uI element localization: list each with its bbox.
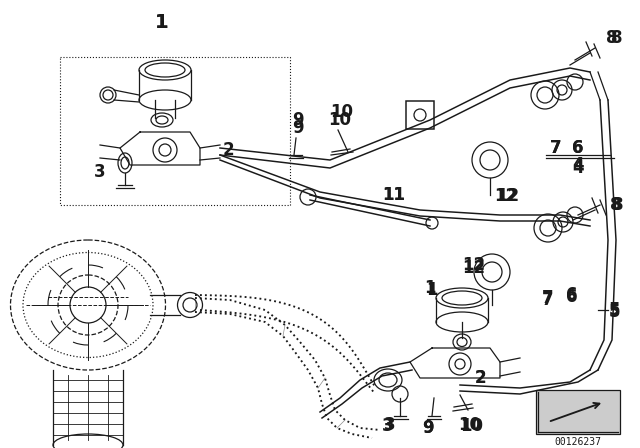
Text: 9: 9 <box>422 419 434 437</box>
Text: 6: 6 <box>566 286 578 304</box>
Text: 2: 2 <box>474 369 486 387</box>
Text: 2: 2 <box>474 369 486 387</box>
Text: 5: 5 <box>609 301 621 319</box>
Text: 9: 9 <box>422 419 434 437</box>
Text: 10: 10 <box>458 416 481 434</box>
Text: 11: 11 <box>383 186 406 204</box>
Text: 1: 1 <box>424 279 436 297</box>
Text: 8: 8 <box>611 196 621 214</box>
Bar <box>536 390 620 434</box>
Text: 5: 5 <box>609 303 621 321</box>
Text: 00126237: 00126237 <box>554 437 602 447</box>
Text: 6: 6 <box>572 139 584 157</box>
Text: 10: 10 <box>461 417 483 435</box>
Text: 12: 12 <box>463 256 486 274</box>
Text: 4: 4 <box>572 156 584 174</box>
Text: 8: 8 <box>606 29 618 47</box>
Text: 3: 3 <box>382 417 394 435</box>
Text: 7: 7 <box>542 289 554 307</box>
Text: 9: 9 <box>292 119 304 137</box>
Text: 7: 7 <box>550 139 562 157</box>
Text: 1: 1 <box>155 13 169 31</box>
Text: 1: 1 <box>426 281 438 299</box>
Text: 3: 3 <box>94 163 106 181</box>
Text: 11: 11 <box>383 186 406 204</box>
Text: 8: 8 <box>611 29 623 47</box>
Text: 6: 6 <box>566 288 578 306</box>
Text: 12: 12 <box>495 187 518 205</box>
Text: 12: 12 <box>463 259 486 277</box>
Text: 2: 2 <box>222 141 234 159</box>
Text: 7: 7 <box>550 139 562 157</box>
Text: 9: 9 <box>292 111 304 129</box>
Text: 6: 6 <box>572 139 584 157</box>
Text: 12: 12 <box>497 187 520 205</box>
Text: 10: 10 <box>328 111 351 129</box>
Text: 1: 1 <box>155 13 169 31</box>
Text: 3: 3 <box>384 416 396 434</box>
Bar <box>406 101 434 129</box>
Text: 7: 7 <box>542 291 554 309</box>
Text: 10: 10 <box>330 103 353 121</box>
Text: 4: 4 <box>572 159 584 177</box>
Text: 8: 8 <box>612 196 624 214</box>
